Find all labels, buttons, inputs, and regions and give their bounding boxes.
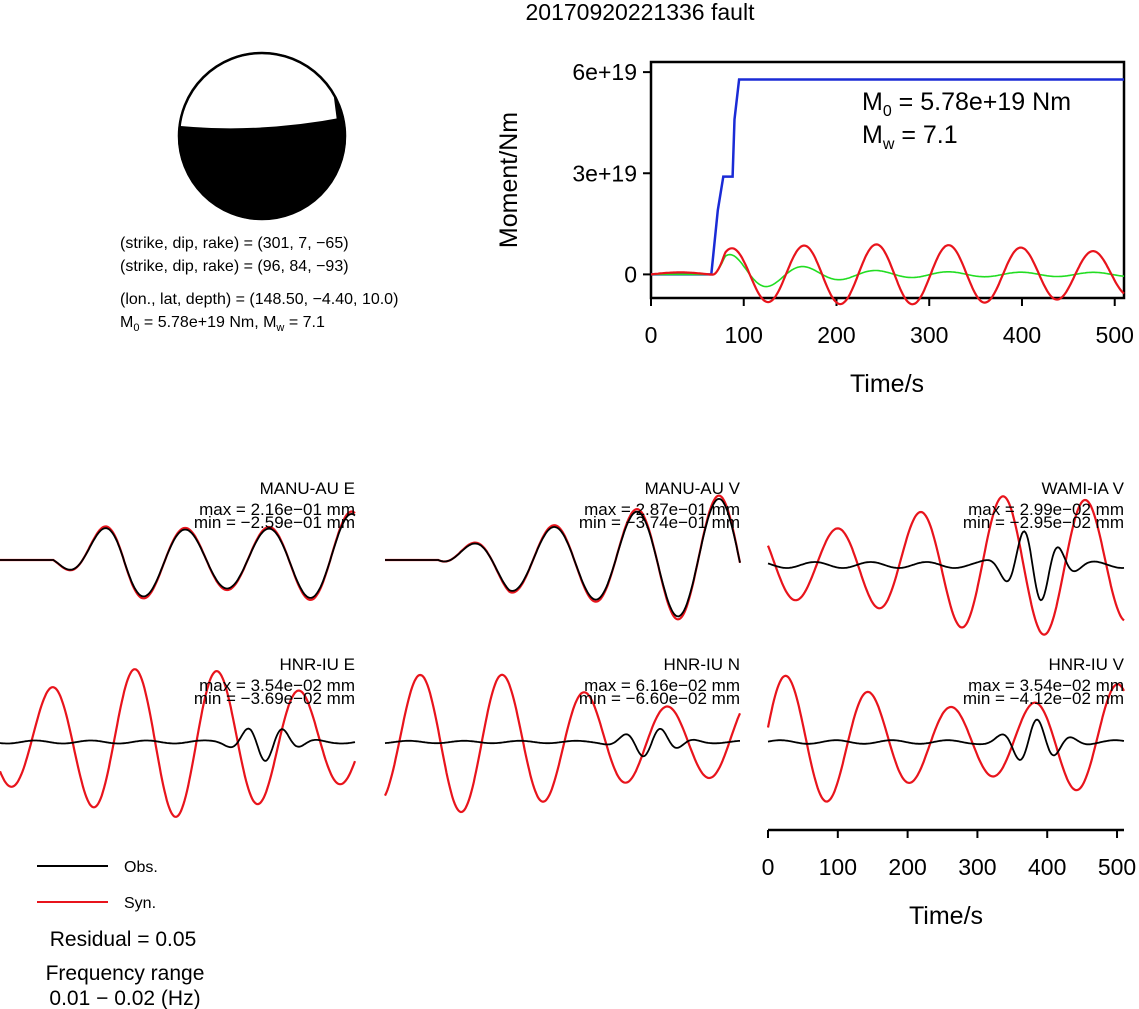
moment-y-axis-label: Moment/Nm [495, 112, 523, 248]
observed-waveform [767, 530, 1125, 602]
nodal-plane-2: (strike, dip, rake) = (96, 84, −93) [120, 258, 349, 275]
moment-m0-label: M0 = 5.78e+19 Nm [862, 88, 1071, 120]
observed-waveform [767, 718, 1125, 761]
max-amplitude-label: max = 6.16e−02 mm [584, 676, 740, 695]
max-amplitude-label: max = 2.87e−01 mm [584, 500, 740, 519]
min-amplitude-label: min = −2.95e−02 mm [963, 513, 1124, 532]
max-amplitude-label: max = 2.16e−01 mm [199, 500, 355, 519]
time-axis-tick-label: 300 [958, 854, 996, 880]
time-axis-tick-label: 200 [888, 854, 926, 880]
frequency-range-title: Frequency range [46, 962, 205, 985]
moment-magnitude-line: M0 = 5.78e+19 Nm, Mw = 7.1 [120, 314, 325, 334]
station-label: MANU-AU V [645, 479, 741, 498]
moment-plot-frame [649, 60, 1126, 300]
legend: Obs. Syn. [37, 859, 158, 912]
moment-synthetic-line [650, 243, 1125, 306]
legend-syn-label: Syn. [124, 895, 156, 912]
synthetic-waveform [384, 673, 742, 814]
moment-y-axis: 0 3e+19 6e+19 [572, 59, 651, 287]
moment-y-tick-label: 6e+19 [572, 59, 637, 85]
moment-x-tick-label: 200 [817, 322, 855, 348]
synthetic-waveform [766, 495, 1125, 636]
time-axis-tick-label: 100 [819, 854, 857, 880]
beachball-compressional-quadrant [179, 115, 345, 219]
beachball [177, 51, 347, 221]
min-amplitude-label: min = −4.12e−02 mm [963, 689, 1124, 708]
max-amplitude-label: max = 3.54e−02 mm [968, 676, 1124, 695]
residual-text: Residual = 0.05 [50, 928, 197, 951]
station-label: WAMI-IA V [1042, 479, 1125, 498]
station-label: HNR-IU V [1048, 655, 1124, 674]
moment-x-tick-label: 400 [1003, 322, 1041, 348]
moment-x-tick-label: 300 [910, 322, 948, 348]
beachball-white-sliver [333, 90, 345, 160]
moment-x-tick-label: 0 [645, 322, 658, 348]
frequency-range-value: 0.01 − 0.02 (Hz) [49, 987, 200, 1009]
time-axis-tick-label: 500 [1098, 854, 1136, 880]
observed-waveform [0, 512, 356, 599]
observed-waveform [385, 497, 741, 618]
min-amplitude-label: min = −3.69e−02 mm [194, 689, 355, 708]
moment-y-tick-label: 3e+19 [572, 160, 637, 186]
moment-x-tick-label: 100 [725, 322, 763, 348]
moment-x-axis: 0 100 200 300 400 500 [645, 298, 1134, 348]
waveform-time-axis: 0 100 200 300 400 500 [762, 828, 1136, 880]
observed-waveform [0, 727, 356, 762]
min-amplitude-label: min = −2.59e−01 mm [194, 513, 355, 532]
synthetic-waveform [766, 674, 1125, 803]
moment-x-axis-label: Time/s [850, 370, 924, 398]
min-amplitude-label: min = −3.74e−01 mm [579, 513, 740, 532]
observed-waveform [384, 728, 740, 758]
time-axis-tick-label: 0 [762, 854, 775, 880]
max-amplitude-label: max = 3.54e−02 mm [199, 676, 355, 695]
synthetic-waveform [0, 668, 357, 818]
station-label: HNR-IU E [279, 655, 355, 674]
station-label: MANU-AU E [260, 479, 355, 498]
moment-mw-label: Mw = 7.1 [862, 121, 958, 153]
min-amplitude-label: min = −6.60e−02 mm [579, 689, 740, 708]
station-label: HNR-IU N [664, 655, 741, 674]
max-amplitude-label: max = 2.99e−02 mm [968, 500, 1124, 519]
figure-title: 20170920221336 fault [526, 0, 756, 25]
source-time-function-line [651, 253, 1125, 288]
legend-obs-label: Obs. [124, 859, 158, 876]
moment-function-line [651, 78, 1124, 276]
moment-plot: 0 3e+19 6e+19 0 100 200 300 400 500 Moment/Nm T… [495, 59, 1134, 398]
location-depth: (lon., lat, depth) = (148.50, −4.40, 10.… [120, 291, 398, 308]
moment-y-tick-label: 0 [624, 261, 637, 287]
moment-x-tick-label: 500 [1096, 322, 1134, 348]
nodal-plane-1: (strike, dip, rake) = (301, 7, −65) [120, 235, 349, 252]
time-axis-tick-label: 400 [1028, 854, 1066, 880]
waveform-x-axis-label: Time/s [909, 902, 983, 930]
